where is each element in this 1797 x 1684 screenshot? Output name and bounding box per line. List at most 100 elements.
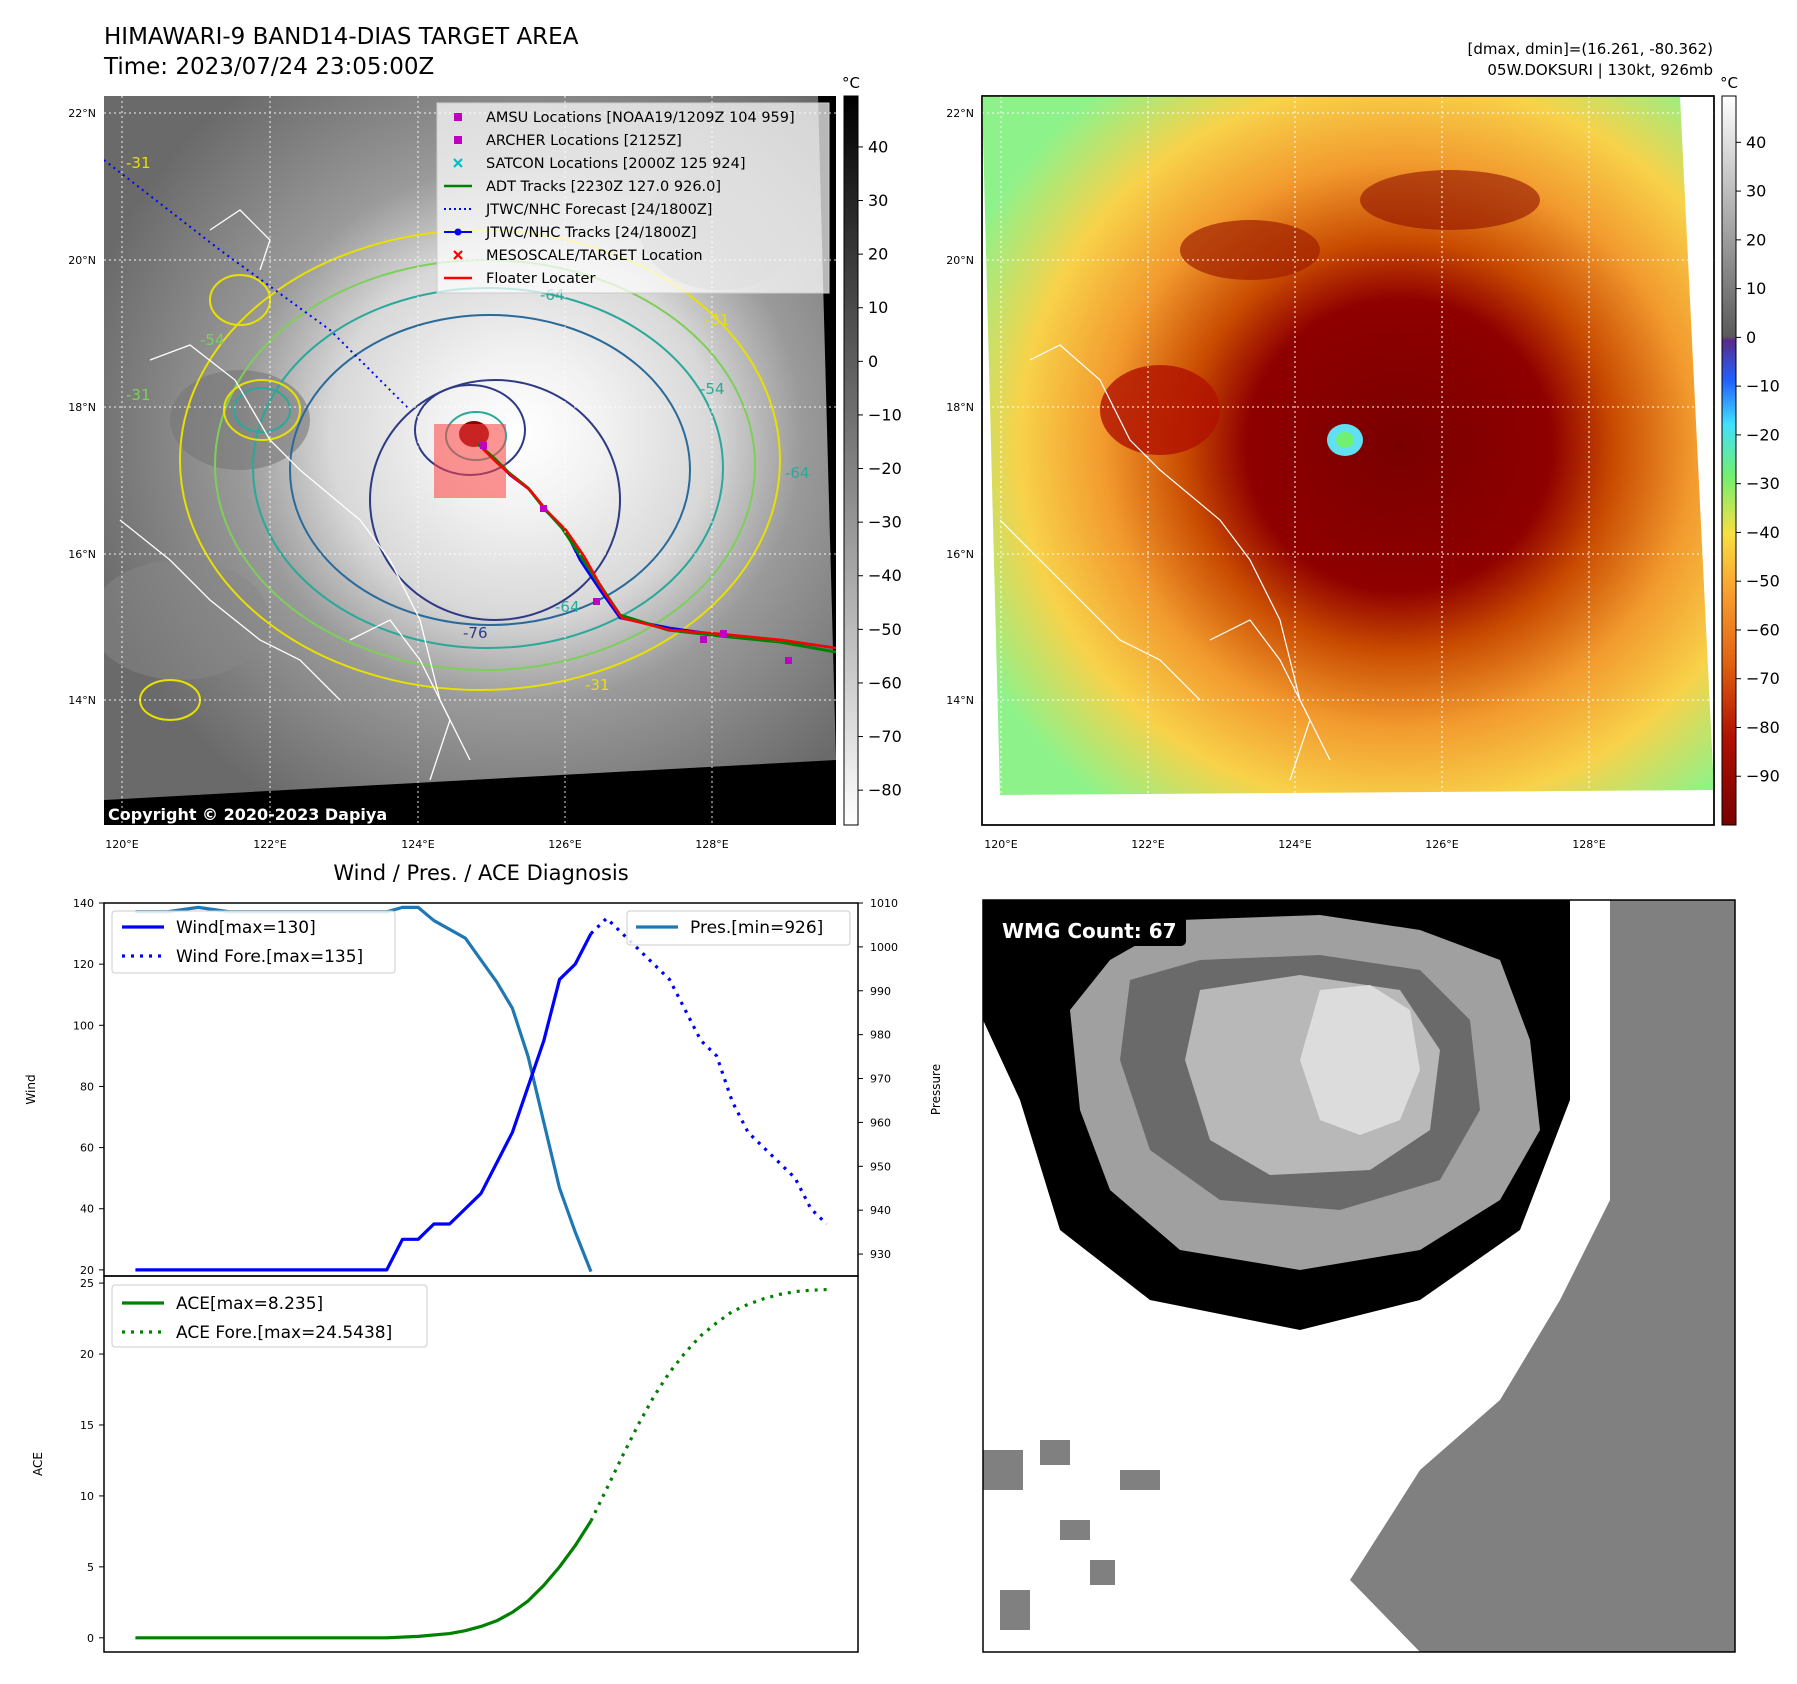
left-colorbar-ticks: 40 30 20 10 0 −10 −20 −30 −40 −50 −60 −70 −80 — [858, 137, 902, 800]
legend-item: ARCHER Locations [2125Z] — [454, 133, 682, 149]
y-tick-label: 60 — [80, 1142, 94, 1155]
left-map-legend: AMSU Locations [NOAA19/1209Z 104 959] ARC… — [436, 102, 830, 294]
right-colorbar-ticks: 40 30 20 10 0 −10 −20 −30 −40 −50 −60 −70 −80 −90 — [1736, 133, 1780, 786]
svg-text:-31: -31 — [705, 311, 730, 329]
wmg-label-box — [994, 914, 1186, 946]
storm-info-text: 05W.DOKSURI | 130kt, 926mb — [1487, 61, 1713, 79]
legend-item: AMSU Locations [NOAA19/1209Z 104 959] — [454, 110, 795, 126]
legend-item: ADT Tracks [2230Z 127.0 926.0] — [444, 179, 721, 195]
right-map-lon-labels: 120°E 122°E 124°E 126°E 128°E — [984, 838, 1605, 851]
wmg-count-label: WMG Count: 67 — [1002, 919, 1177, 943]
colorbar-tick-label: −60 — [1746, 620, 1780, 639]
left-map-lat-labels: 22°N 20°N 18°N 16°N 14°N — [68, 107, 96, 707]
legend-item: JTWC/NHC Forecast [24/1800Z] — [444, 202, 712, 218]
y-tick-label: 960 — [870, 1116, 891, 1129]
pressure-legend: Pres.[min=926] — [626, 910, 851, 946]
svg-text:18°N: 18°N — [68, 401, 96, 414]
y-tick-label: 80 — [80, 1080, 94, 1093]
svg-text:122°E: 122°E — [1131, 838, 1164, 851]
svg-text:16°N: 16°N — [68, 548, 96, 561]
wmg-panel: WMG Count: 67 — [982, 899, 1736, 1653]
colorbar-tick-label: −10 — [868, 405, 902, 424]
svg-text:14°N: 14°N — [946, 694, 974, 707]
svg-text:120°E: 120°E — [984, 838, 1017, 851]
wind-forecast-line — [589, 916, 828, 1226]
colorbar-tick-label: 0 — [1746, 328, 1756, 347]
left-map-panel: Copyright © 2020-2023 Dapiya -31 -31 -54… — [68, 74, 902, 851]
colorbar-tick-label: 30 — [868, 191, 888, 210]
colorbar-tick-label: −40 — [1746, 523, 1780, 542]
left-colorbar — [843, 95, 859, 826]
copyright-box — [104, 803, 418, 825]
wind-pressure-panel: 20 40 60 80 100 120 140 930 940 950 960 970 980 990 10… — [24, 897, 943, 1277]
y-tick-label: 5 — [87, 1561, 94, 1574]
y-tick-label: 120 — [73, 958, 94, 971]
svg-text:20°N: 20°N — [946, 254, 974, 267]
colorbar-tick-label: −80 — [868, 781, 902, 800]
legend-item: MESOSCALE/TARGET Location — [453, 248, 703, 264]
legend-ace-fore-label: ACE Fore.[max=24.5438] — [176, 1323, 392, 1343]
legend-item: Floater Locater — [444, 271, 595, 287]
svg-text:14°N: 14°N — [68, 694, 96, 707]
svg-text:-31: -31 — [126, 386, 151, 404]
wmg-gray-east — [1610, 900, 1735, 1652]
svg-text:-54: -54 — [200, 331, 225, 349]
svg-text:-76: -76 — [463, 624, 488, 642]
wind-legend: Wind[max=130] Wind Fore.[max=135] — [111, 910, 396, 974]
pressure-axis-label: Pressure — [929, 1064, 943, 1115]
svg-text:126°E: 126°E — [548, 838, 581, 851]
legend-ace-label: ACE[max=8.235] — [176, 1294, 323, 1314]
colorbar-tick-label: 10 — [868, 298, 888, 317]
y-tick-label: 990 — [870, 985, 891, 998]
axes-frame — [103, 1275, 859, 1653]
legend-wind-label: Wind[max=130] — [176, 918, 316, 938]
right-map-gridlines — [982, 96, 1714, 825]
svg-text:-31: -31 — [585, 676, 610, 694]
colorbar-tick-label: −40 — [868, 566, 902, 585]
ace-forecast-line — [589, 1287, 827, 1522]
svg-text:16°N: 16°N — [946, 548, 974, 561]
figure-title: HIMAWARI-9 BAND14-DIAS TARGET AREA — [104, 24, 579, 50]
colorbar-tick-label: 10 — [1746, 279, 1766, 298]
legend-x-icon — [453, 158, 463, 168]
y-tick-label: 950 — [870, 1160, 891, 1173]
legend-item: SATCON Locations [2000Z 125 924] — [453, 156, 745, 172]
wind-axis-label: Wind — [24, 1074, 38, 1104]
colorbar-tick-label: −60 — [868, 673, 902, 692]
left-map-lon-labels: 120°E 122°E 124°E 126°E 128°E — [105, 838, 728, 851]
svg-text:124°E: 124°E — [1278, 838, 1311, 851]
svg-text:-54: -54 — [700, 380, 725, 398]
right-colorbar-unit: °C — [1720, 74, 1738, 92]
y-tick-label: 140 — [73, 897, 94, 910]
wind-line — [135, 932, 593, 1272]
legend-label: ARCHER Locations [2125Z] — [486, 133, 682, 149]
figure-time: Time: 2023/07/24 23:05:00Z — [103, 54, 434, 80]
legend-label: JTWC/NHC Forecast [24/1800Z] — [485, 202, 712, 218]
colorbar-tick-label: −70 — [868, 727, 902, 746]
y-tick-label: 980 — [870, 1029, 891, 1042]
ace-axis-label: ACE — [31, 1452, 45, 1476]
svg-text:22°N: 22°N — [68, 107, 96, 120]
legend-x-icon — [453, 250, 463, 260]
colorbar-tick-label: −20 — [868, 459, 902, 478]
legend-wind-fore-label: Wind Fore.[max=135] — [176, 947, 363, 967]
y-tick-label: 930 — [870, 1248, 891, 1261]
right-map-lat-labels: 22°N 20°N 18°N 16°N 14°N — [946, 107, 974, 707]
colorbar-tick-label: −20 — [1746, 425, 1780, 444]
svg-text:22°N: 22°N — [946, 107, 974, 120]
svg-text:-64: -64 — [555, 598, 580, 616]
y-tick-label: 940 — [870, 1204, 891, 1217]
dmax-dmin-text: [dmax, dmin]=(16.261, -80.362) — [1468, 40, 1713, 58]
legend-label: SATCON Locations [2000Z 125 924] — [486, 156, 745, 172]
colorbar-tick-label: 40 — [1746, 133, 1766, 152]
copyright-text: Copyright © 2020-2023 Dapiya — [108, 805, 387, 824]
svg-text:122°E: 122°E — [253, 838, 286, 851]
y-tick-label: 1000 — [870, 941, 898, 954]
svg-text:124°E: 124°E — [401, 838, 434, 851]
ace-legend: ACE[max=8.235] ACE Fore.[max=24.5438] — [111, 1284, 428, 1348]
right-map-panel: 22°N 20°N 18°N 16°N 14°N 120°E 122°E 124… — [946, 74, 1780, 851]
diag-title: Wind / Pres. / ACE Diagnosis — [333, 861, 628, 885]
y-tick-label: 0 — [87, 1632, 94, 1645]
colorbar-tick-label: −70 — [1746, 669, 1780, 688]
